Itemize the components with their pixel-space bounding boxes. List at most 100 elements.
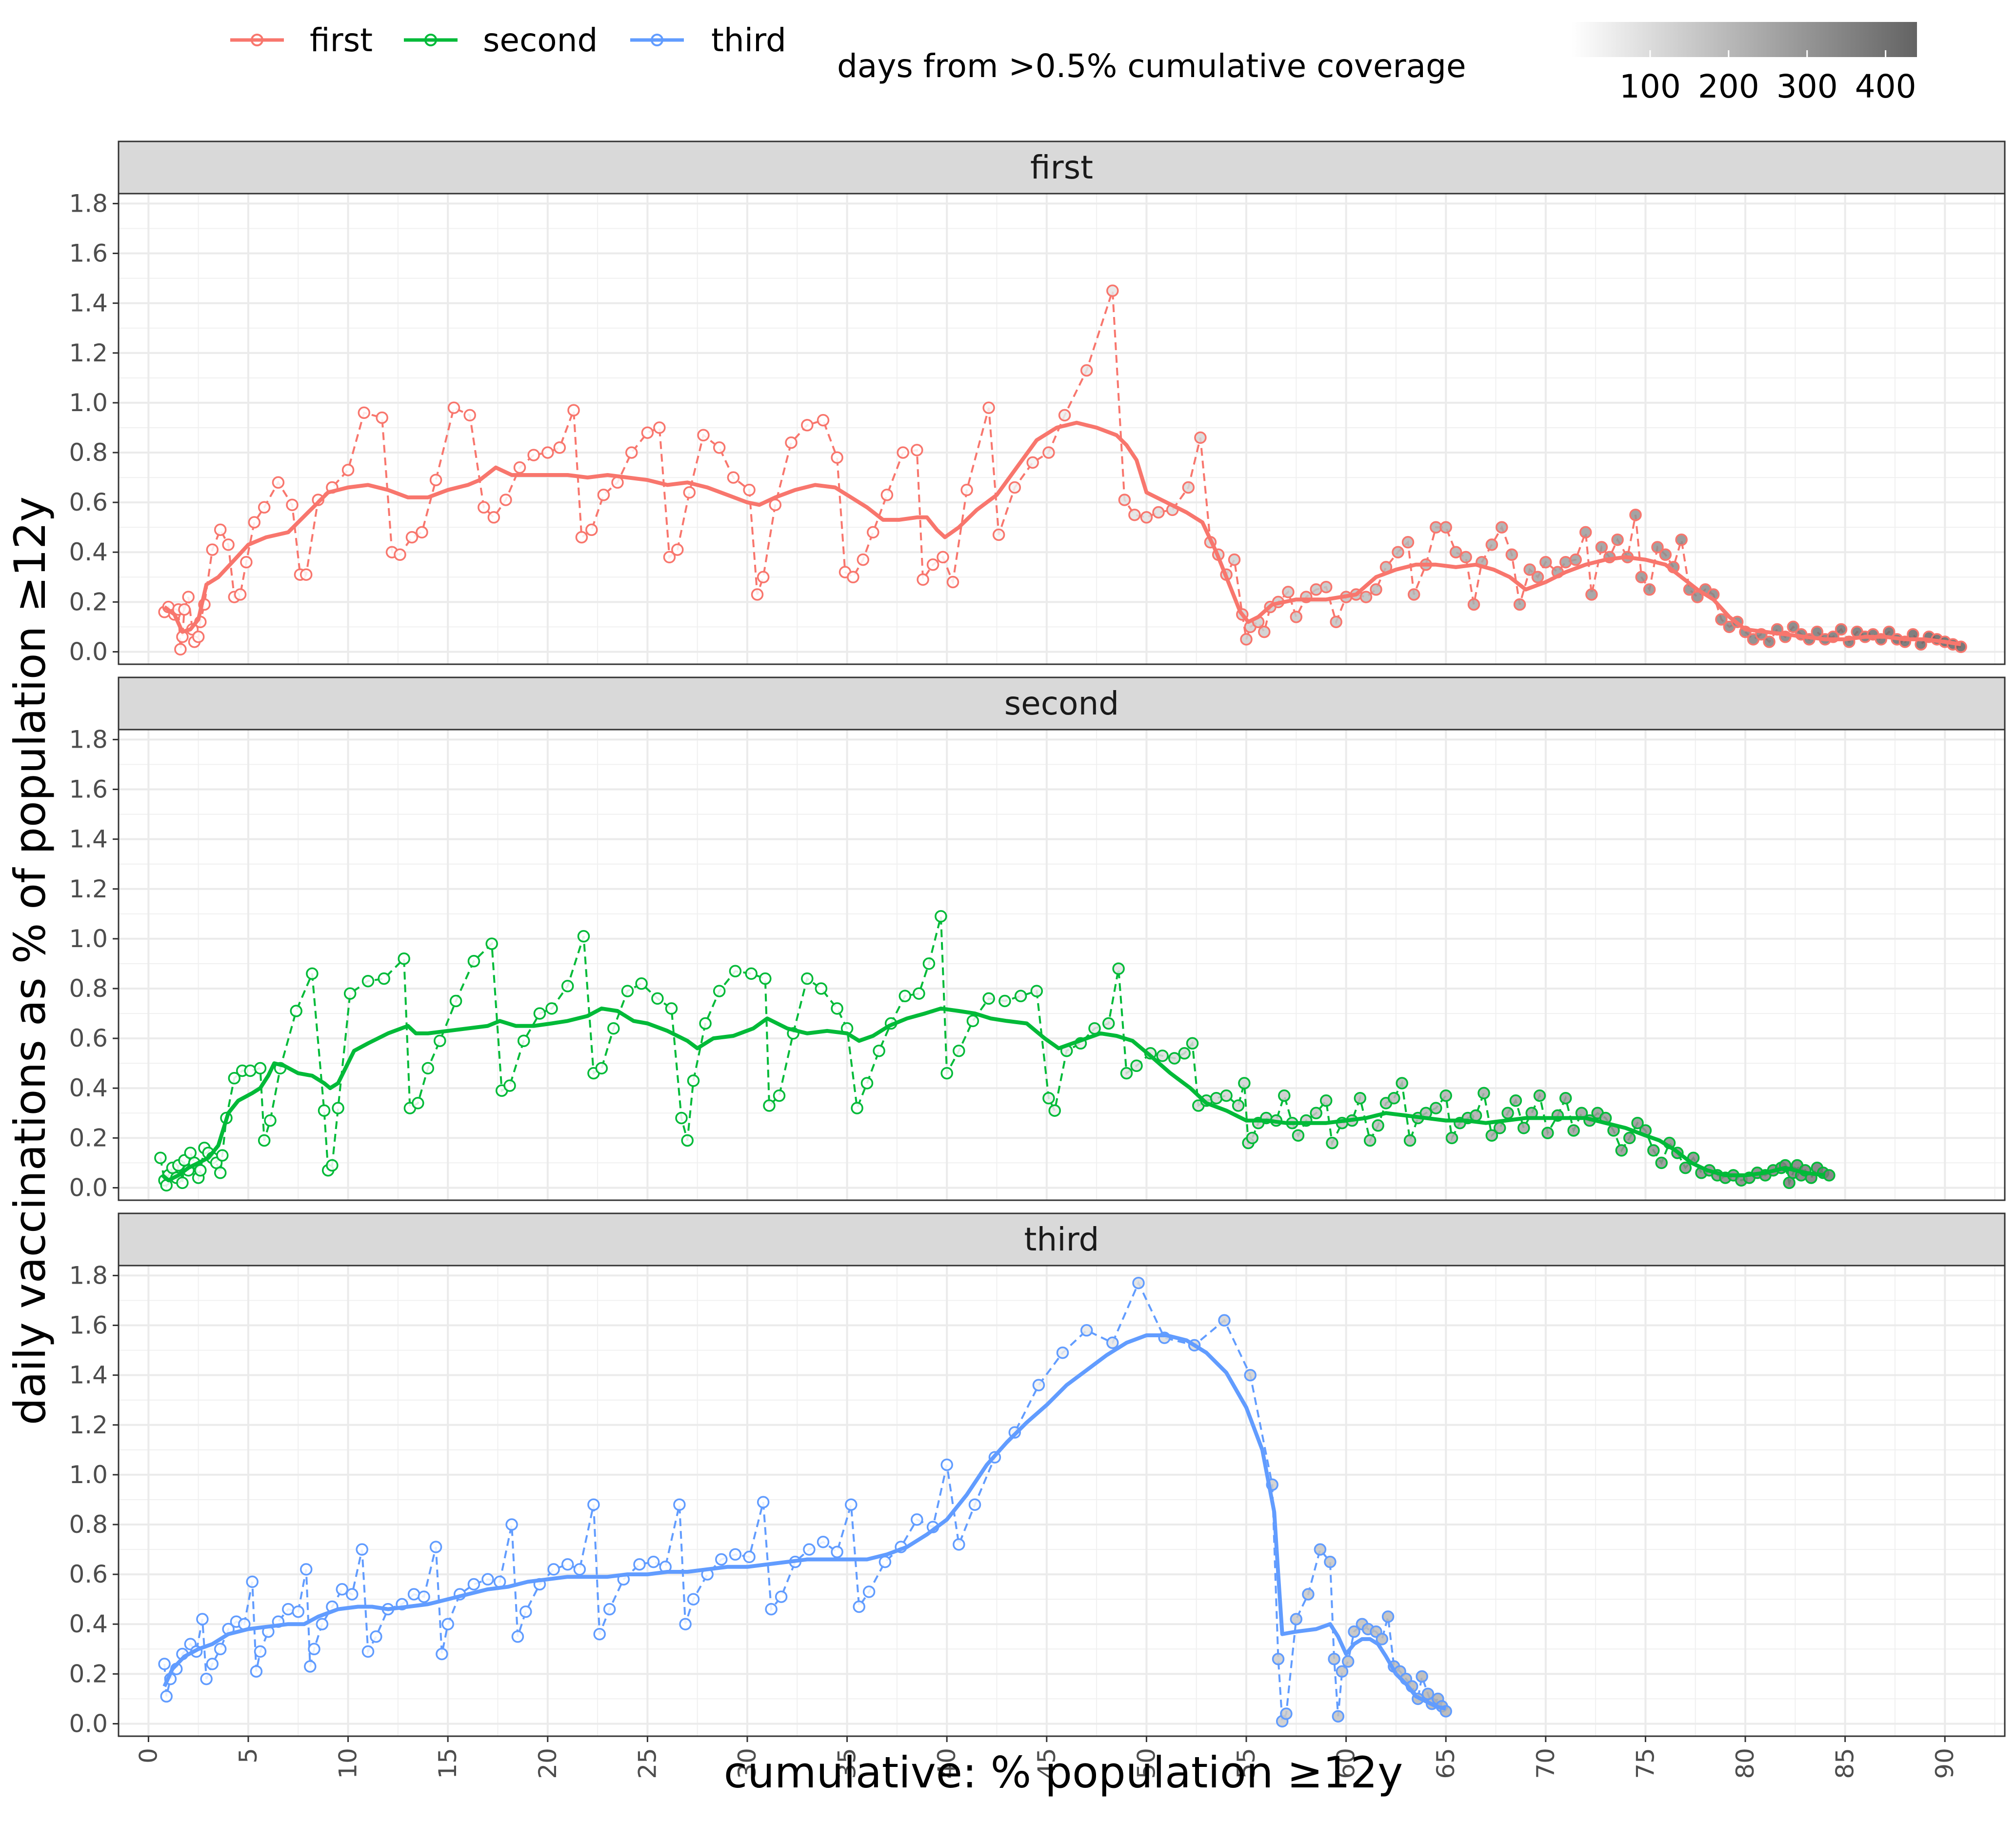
data-point [801,972,814,985]
data-point [1459,551,1472,564]
y-tick-label: 1.8 [69,189,108,218]
data-point [1178,1047,1191,1060]
data-point [246,1575,259,1588]
data-point [1058,409,1071,422]
data-point [831,1546,843,1558]
data-point [361,1645,375,1658]
y-tick-label: 0.6 [69,1560,108,1588]
data-point [533,1007,546,1020]
data-point [922,957,936,970]
data-point [527,449,540,461]
y-tick-label: 1.4 [69,825,108,853]
data-point [405,531,419,544]
data-point [593,1627,606,1641]
data-point [1140,511,1153,524]
data-point [1567,1124,1580,1137]
data-point [1469,1109,1482,1122]
data-point [200,1672,213,1685]
data-point [1501,1107,1514,1120]
gradient-legend-title: days from >0.5% cumulative coverage [837,47,1466,85]
y-axis-third: 0.0 0.2 0.4 0.6 0.8 1.0 1.2 1.4 1.6 1.8 [69,1261,119,1738]
y-tick-label: 1.2 [69,339,108,367]
data-point [258,1134,271,1147]
data-point [817,1535,830,1548]
data-point [1783,1176,1796,1189]
data-point [1376,1633,1389,1645]
y-tick-label: 1.8 [69,725,108,753]
data-point [361,974,375,988]
data-point [1080,364,1093,377]
data-point [673,1498,686,1511]
y-tick-label: 0.2 [69,1660,108,1688]
data-point [503,1079,516,1092]
data-point [1787,620,1799,634]
data-point [1244,1368,1257,1382]
data-point [663,551,676,564]
data-point [304,1660,317,1673]
data-point [1228,553,1241,566]
data-point [575,531,588,544]
x-tick-label: 15 [434,1748,462,1779]
x-axis: 0 5 10 15 20 25 30 35 40 45 50 55 60 65 70 75 80 85 90 [134,1736,1959,1779]
series-second-smoothed-line [161,1006,1826,1183]
gradient-tick-label: 100 [1619,68,1681,105]
data-point [214,523,227,536]
data-point [1496,521,1508,534]
data-point [862,1585,876,1598]
data-point [513,461,526,474]
data-point [1056,1346,1069,1359]
data-point [713,441,726,454]
data-point [992,528,1005,541]
grid [119,194,2005,664]
data-point [228,1072,241,1085]
data-point [282,1603,295,1616]
data-point [880,489,894,501]
data-point [290,1005,302,1017]
data-point [940,1458,953,1471]
data-point [1240,633,1253,646]
data-point [1611,533,1624,546]
data-point [1292,1129,1305,1142]
data-point [1310,583,1322,596]
y-tick-label: 0.0 [69,1173,108,1202]
y-tick-label: 1.8 [69,1261,108,1289]
data-point [481,1573,494,1586]
data-point [1042,1091,1055,1105]
data-point [196,1613,209,1625]
data-point [611,476,624,489]
data-point [625,446,638,459]
data-point [216,1149,229,1162]
data-point [1106,1336,1119,1349]
data-point [1302,1588,1315,1601]
y-tick-label: 1.4 [69,289,108,317]
data-point [1485,1129,1498,1142]
data-point [1595,541,1608,554]
data-point [913,987,925,1000]
x-tick-label: 35 [833,1748,861,1779]
data-point [1280,1707,1293,1720]
data-point [926,558,939,571]
data-point [1272,1652,1285,1665]
y-axis-second: 0.0 0.2 0.4 0.6 0.8 1.0 1.2 1.4 1.6 1.8 [69,725,119,1202]
y-axis-first: 0.0 0.2 0.4 0.6 0.8 1.0 1.2 1.4 1.6 1.8 [69,189,119,666]
data-point [567,404,580,416]
data-point [697,429,710,442]
data-point [286,498,299,511]
strip-label-third: third [1024,1221,1099,1258]
panel-background [119,1266,2005,1736]
data-point [1348,1625,1360,1638]
x-tick-label: 70 [1532,1748,1560,1779]
data-point [1835,623,1848,636]
data-point [434,1034,446,1047]
data-point [485,937,498,950]
data-point [429,1541,442,1553]
data-point [715,1553,728,1566]
data-point [1319,580,1333,594]
data-point [998,994,1011,1008]
series-first-points [158,284,1967,656]
data-point [1324,1555,1337,1568]
y-tick-label: 0.4 [69,1610,108,1638]
data-point [336,1583,349,1596]
data-point [499,494,512,506]
data-point [1186,1037,1199,1050]
